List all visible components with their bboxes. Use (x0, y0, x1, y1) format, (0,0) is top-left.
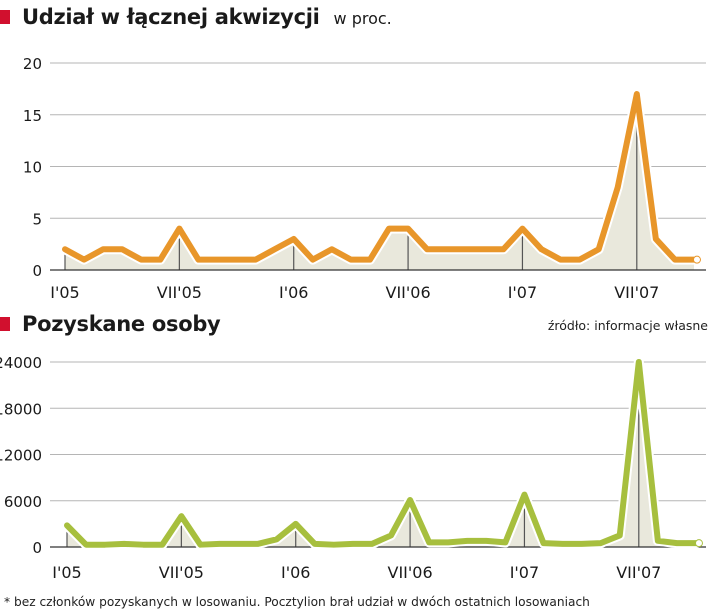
chart2-series-halo (62, 357, 701, 550)
acquisition-share-chart: 0 5 10 15 20 I'05 VII'05 I'06 VII'06 I'07 VII'07 (23, 55, 706, 302)
chart1-ytick-label: 5 (32, 210, 42, 228)
chart2-xtick-label: VII'07 (616, 563, 661, 582)
chart2-series-line (64, 359, 699, 548)
footnote: * bez członków pozyskanych w losowaniu. … (4, 595, 590, 609)
chart1-ytick-label: 20 (23, 55, 42, 73)
chart1-header: Udział w łącznej akwizycji w proc. (0, 5, 392, 29)
section-marker-icon (0, 10, 10, 24)
chart2-endpoint-marker (694, 539, 703, 548)
chart2-ytick-label: 12000 (0, 447, 42, 465)
chart1-series-line (62, 91, 697, 263)
chart1-xtick-label: I'07 (508, 283, 537, 302)
chart1-xtick-label: VII'06 (386, 283, 431, 302)
chart1-series-halo (60, 89, 699, 265)
chart1-xtick-label: I'06 (279, 283, 308, 302)
source-note: źródło: informacje własne (547, 318, 708, 333)
chart1-title: Udział w łącznej akwizycji (22, 5, 320, 29)
chart2-xtick-label: I'06 (281, 563, 310, 582)
chart2-ytick-label: 24000 (0, 354, 42, 372)
chart2-title: Pozyskane osoby (22, 312, 221, 336)
chart1-ytick-label: 10 (23, 159, 42, 177)
chart2-xtick-label: VII'06 (388, 563, 433, 582)
chart2-area-fill (67, 362, 696, 547)
chart2-ytick-label: 18000 (0, 400, 42, 418)
chart1-unit: w proc. (333, 9, 392, 28)
chart1-endpoint-marker (692, 255, 701, 264)
chart2-ytick-label: 0 (32, 539, 42, 557)
chart1-xtick-label: I'05 (50, 283, 79, 302)
chart2-xtick-label: I'05 (52, 563, 81, 582)
acquired-people-chart: 0 6000 12000 18000 24000 I'05 VII'05 I'06 VII'06… (0, 354, 706, 582)
chart1-ytick-label: 15 (23, 107, 42, 125)
chart1-xtick-label: VII'07 (614, 283, 659, 302)
chart1-ytick-label: 0 (32, 262, 42, 280)
chart1-xtick-label: VII'05 (157, 283, 202, 302)
section-marker-icon (0, 317, 10, 331)
chart2-xtick-label: VII'05 (159, 563, 204, 582)
chart2-xtick-label: I'07 (510, 563, 539, 582)
chart2-header: Pozyskane osoby (0, 312, 221, 336)
chart2-ytick-label: 6000 (4, 493, 42, 511)
